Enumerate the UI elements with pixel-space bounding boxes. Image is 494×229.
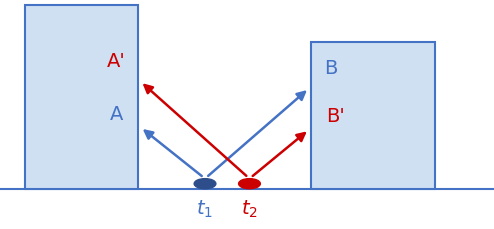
Text: A': A' — [107, 52, 125, 71]
Circle shape — [194, 179, 216, 189]
Bar — [311, 42, 435, 189]
Text: $t_2$: $t_2$ — [241, 198, 258, 219]
Circle shape — [239, 179, 260, 189]
Text: $t_1$: $t_1$ — [197, 198, 213, 219]
Text: B': B' — [327, 107, 345, 126]
Text: A: A — [109, 105, 123, 124]
Text: B: B — [324, 59, 338, 78]
Bar — [25, 6, 138, 189]
